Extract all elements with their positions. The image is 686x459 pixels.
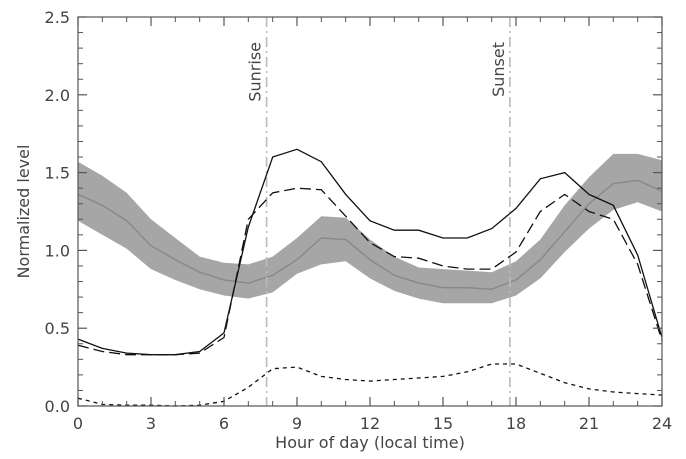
- x-tick-label: 9: [292, 414, 302, 433]
- annotation-label-sunset: Sunset: [489, 42, 508, 97]
- y-tick-label: 1.5: [45, 164, 70, 183]
- variability-band: [77, 153, 663, 304]
- y-tick-label: 0.5: [45, 319, 70, 338]
- annotation-lines: Sunrise Sunset: [246, 17, 511, 406]
- band-area: [78, 153, 662, 304]
- x-tick-label: 0: [73, 414, 83, 433]
- y-tick-label: 2.5: [45, 8, 70, 27]
- x-tick-label: 15: [433, 414, 453, 433]
- x-axis-title: Hour of day (local time): [275, 433, 465, 452]
- y-tick-label: 2.0: [45, 86, 70, 105]
- x-tick-label: 21: [579, 414, 599, 433]
- x-tick-label: 3: [146, 414, 156, 433]
- x-tick-label: 18: [506, 414, 526, 433]
- series-line-2: [77, 187, 663, 356]
- y-tick-label: 1.0: [45, 241, 70, 260]
- y-axis-title: Normalized level: [14, 145, 33, 279]
- annotation-label-sunrise: Sunrise: [246, 42, 265, 102]
- x-tick-label: 12: [360, 414, 380, 433]
- x-tick-label: 24: [652, 414, 672, 433]
- y-tick-label: 0.0: [45, 397, 70, 416]
- x-tick-label: 6: [219, 414, 229, 433]
- axis-ticks: 0 3 6 9 12 15 18 21 24 0.0 0.5 1.0 1.5 2.0 2.5: [45, 8, 673, 433]
- band-center-line: [77, 179, 663, 291]
